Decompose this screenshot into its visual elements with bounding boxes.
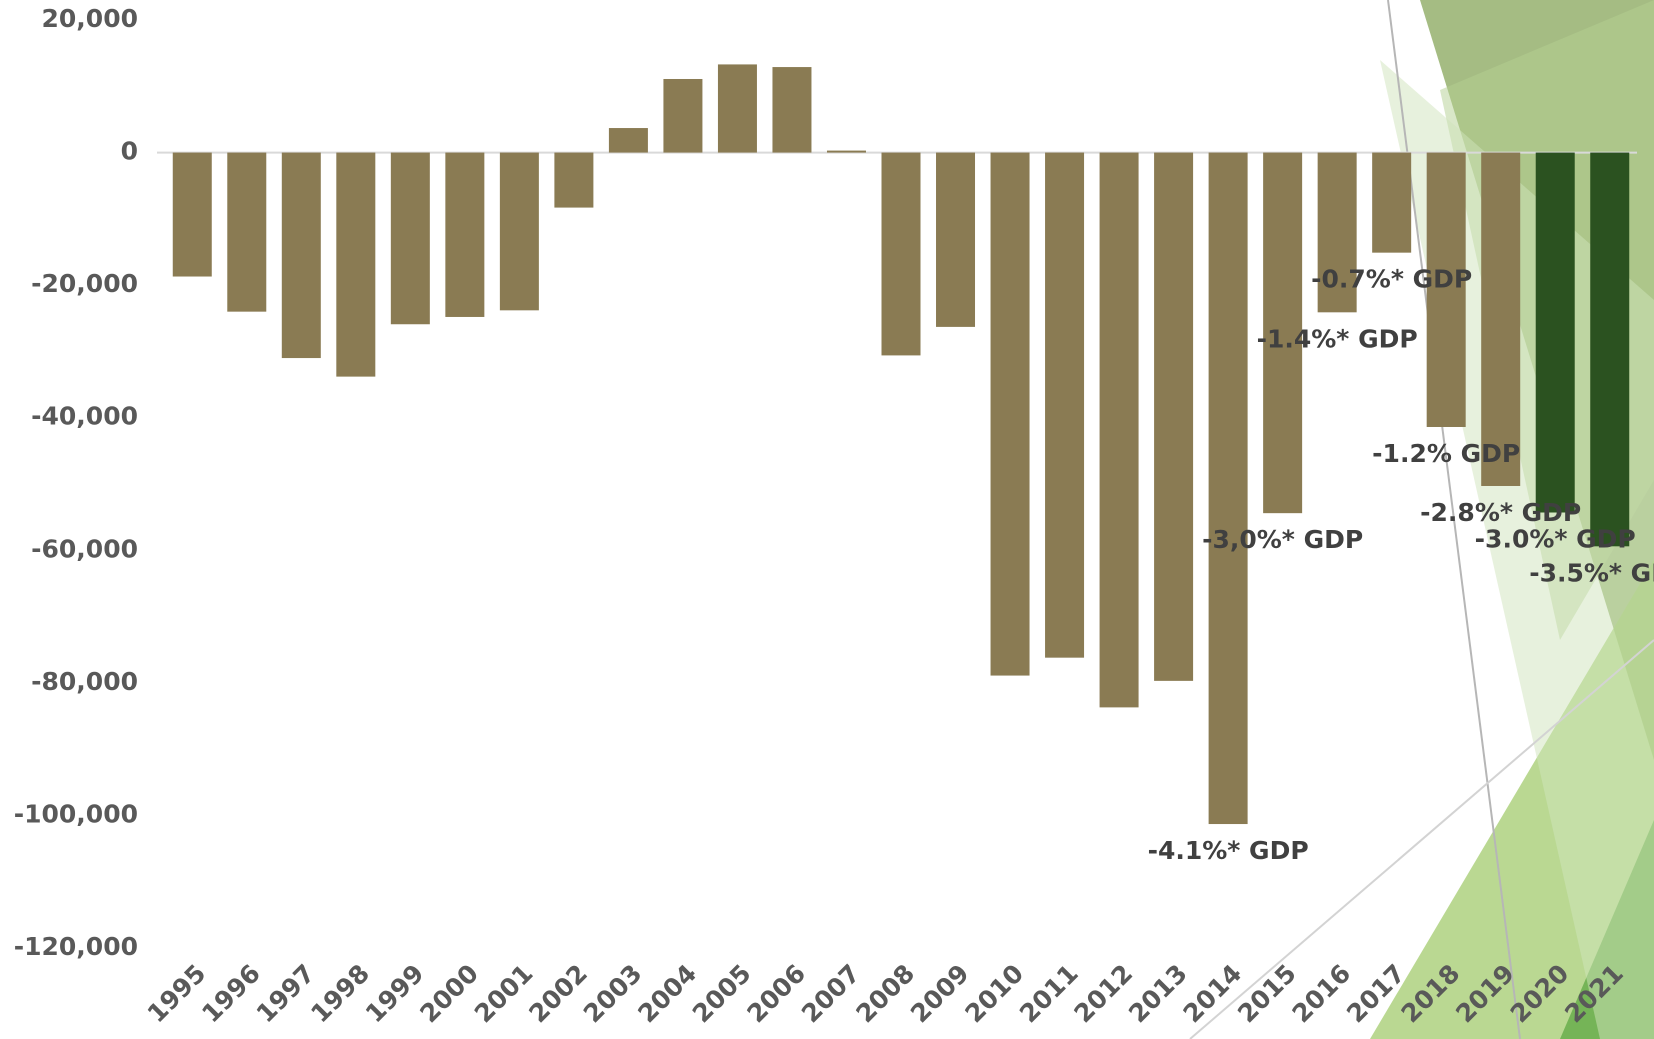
x-tick-label: 2013 <box>1123 959 1193 1029</box>
y-tick-label: -20,000 <box>31 269 138 298</box>
bar <box>390 152 430 325</box>
bar <box>1099 152 1139 708</box>
y-tick-label: -60,000 <box>31 534 138 563</box>
data-annotation: -3.0%* GDP <box>1475 525 1636 554</box>
bar <box>499 152 539 311</box>
data-annotation: -3,0%* GDP <box>1202 525 1363 554</box>
bar <box>336 152 376 377</box>
bar <box>1535 152 1575 513</box>
y-tick-label: -80,000 <box>31 667 138 696</box>
bar <box>1372 152 1412 253</box>
bar <box>1426 152 1466 427</box>
bar <box>227 152 267 312</box>
data-annotation: -2.8%* GDP <box>1420 498 1581 527</box>
bar <box>445 152 485 317</box>
y-tick-label: -40,000 <box>31 402 138 431</box>
bar <box>554 152 594 208</box>
bar <box>1045 152 1085 658</box>
data-annotation: -1.4%* GDP <box>1257 324 1418 353</box>
x-tick-label: 1998 <box>305 959 375 1029</box>
bar <box>281 152 321 359</box>
x-tick-label: 2009 <box>905 959 975 1029</box>
bar <box>608 128 648 153</box>
bar <box>1263 152 1303 514</box>
x-tick-label: 1995 <box>142 959 212 1029</box>
x-tick-label: 2001 <box>469 959 539 1029</box>
x-tick-label: 2007 <box>796 959 866 1029</box>
bar <box>1481 152 1521 486</box>
data-annotation: -4.1%* GDP <box>1148 836 1309 865</box>
bar <box>172 152 212 277</box>
x-tick-label: 2011 <box>1014 959 1084 1029</box>
x-tick-label: 2006 <box>741 959 811 1029</box>
bar <box>1317 152 1357 313</box>
bar <box>663 78 703 153</box>
x-tick-label: 2005 <box>687 959 757 1029</box>
bar <box>1208 152 1248 825</box>
x-tick-label: 2000 <box>414 959 484 1029</box>
bar <box>1154 152 1194 681</box>
x-tick-label: 1997 <box>251 959 321 1029</box>
x-tick-label: 2004 <box>632 959 702 1029</box>
bar <box>881 152 921 356</box>
x-tick-label: 1999 <box>360 959 430 1029</box>
x-tick-label: 1996 <box>196 959 266 1029</box>
bar <box>1590 152 1630 547</box>
data-annotation: -1.2% GDP <box>1372 439 1520 468</box>
x-tick-label: 2010 <box>960 959 1030 1029</box>
bar <box>990 152 1030 676</box>
x-tick-label: 2002 <box>523 959 593 1029</box>
bar <box>772 67 812 153</box>
y-tick-label: 0 <box>121 137 138 166</box>
x-tick-label: 2012 <box>1069 959 1139 1029</box>
x-tick-label: 2014 <box>1178 959 1248 1029</box>
y-tick-label: 20,000 <box>42 4 138 33</box>
bar <box>717 64 757 153</box>
bar <box>826 150 866 153</box>
y-tick-label: -120,000 <box>14 932 138 961</box>
x-tick-label: 2016 <box>1287 959 1357 1029</box>
x-tick-label: 2008 <box>850 959 920 1029</box>
x-tick-label: 2003 <box>578 959 648 1029</box>
data-annotation: -0.7%* GDP <box>1311 265 1472 294</box>
bar <box>936 152 976 327</box>
y-tick-label: -100,000 <box>14 799 138 828</box>
data-annotation: -3.5%* GDP <box>1529 558 1654 587</box>
